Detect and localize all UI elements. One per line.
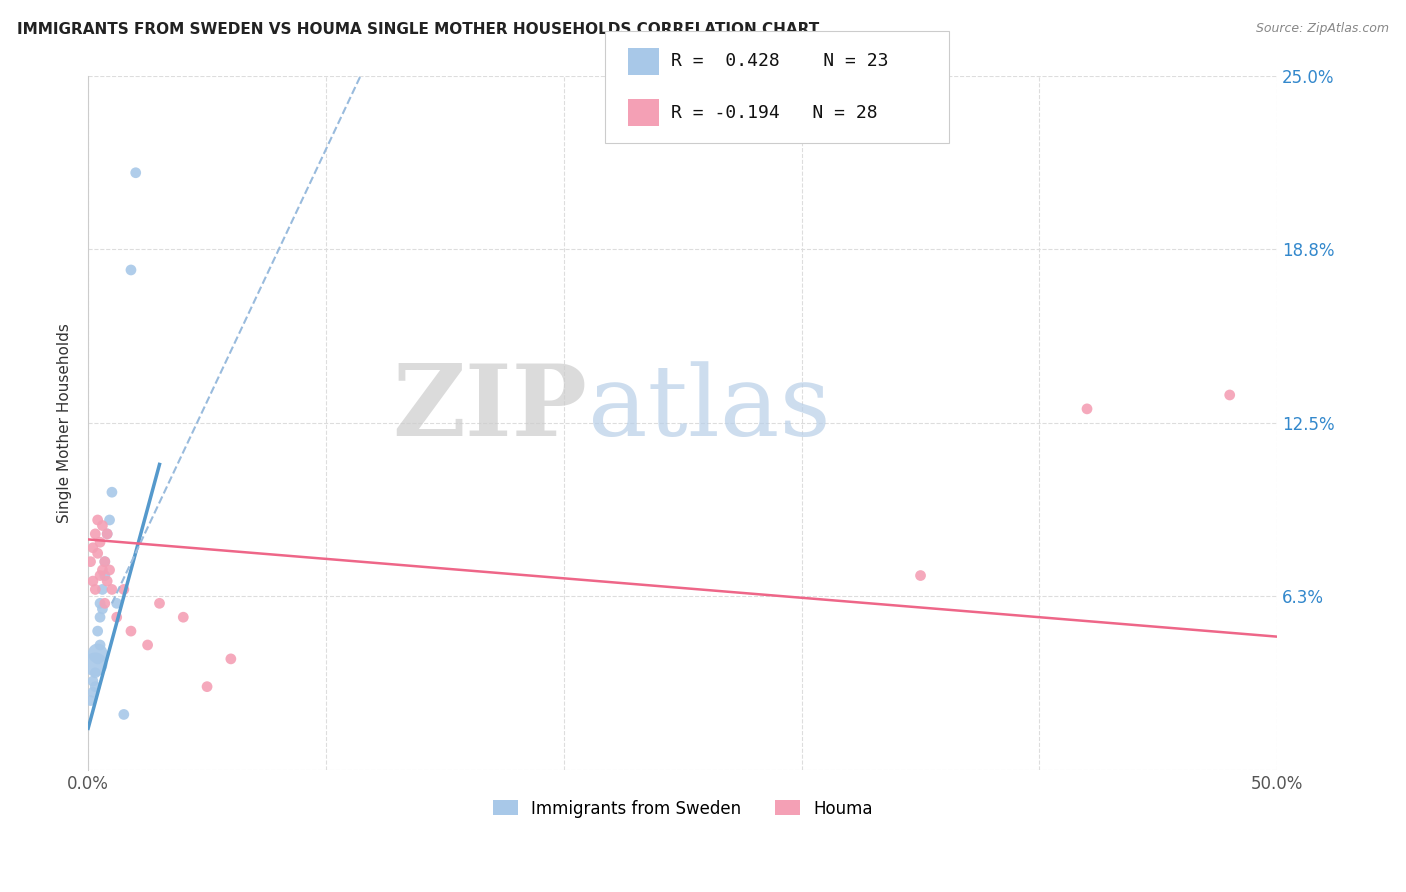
Point [1219, 388, 1241, 402]
Point [96, 574, 118, 588]
Text: atlas: atlas [588, 361, 831, 457]
Point [94, 596, 117, 610]
Text: IMMIGRANTS FROM SWEDEN VS HOUMA SINGLE MOTHER HOUSEHOLDS CORRELATION CHART: IMMIGRANTS FROM SWEDEN VS HOUMA SINGLE M… [17, 22, 820, 37]
Point [136, 638, 159, 652]
Point [86, 513, 108, 527]
Point [125, 166, 148, 180]
Point [195, 680, 218, 694]
Point [910, 568, 932, 582]
Point [94, 555, 117, 569]
Point [84, 527, 107, 541]
Legend: Immigrants from Sweden, Houma: Immigrants from Sweden, Houma [486, 793, 879, 824]
Point [86, 546, 108, 560]
Point [89, 568, 111, 582]
Point [82, 685, 104, 699]
Point [86, 646, 108, 660]
Point [84, 582, 107, 597]
Point [1076, 401, 1098, 416]
Point [84, 657, 107, 672]
Point [101, 582, 124, 597]
Point [112, 582, 135, 597]
Point [89, 610, 111, 624]
Point [86, 624, 108, 639]
Point [89, 638, 111, 652]
Point [86, 652, 108, 666]
Point [82, 674, 104, 689]
Point [105, 610, 128, 624]
Point [79, 555, 101, 569]
Text: R =  0.428    N = 23: R = 0.428 N = 23 [671, 53, 889, 70]
Text: R = -0.194   N = 28: R = -0.194 N = 28 [671, 103, 877, 121]
Point [82, 574, 104, 588]
Point [91, 602, 114, 616]
Point [84, 680, 107, 694]
Point [94, 568, 117, 582]
Point [79, 693, 101, 707]
Point [84, 665, 107, 680]
Point [91, 518, 114, 533]
Point [172, 610, 194, 624]
Text: Source: ZipAtlas.com: Source: ZipAtlas.com [1256, 22, 1389, 36]
Point [112, 707, 135, 722]
Point [96, 527, 118, 541]
Text: ZIP: ZIP [392, 360, 588, 458]
Point [82, 541, 104, 555]
Point [101, 485, 124, 500]
Point [94, 555, 117, 569]
Point [89, 596, 111, 610]
Y-axis label: Single Mother Households: Single Mother Households [58, 323, 72, 523]
Point [98, 513, 121, 527]
Point [120, 263, 142, 277]
Point [120, 624, 142, 639]
Point [91, 563, 114, 577]
Point [98, 563, 121, 577]
Point [89, 535, 111, 549]
Point [148, 596, 170, 610]
Point [219, 652, 242, 666]
Point [96, 527, 118, 541]
Point [105, 596, 128, 610]
Point [91, 582, 114, 597]
